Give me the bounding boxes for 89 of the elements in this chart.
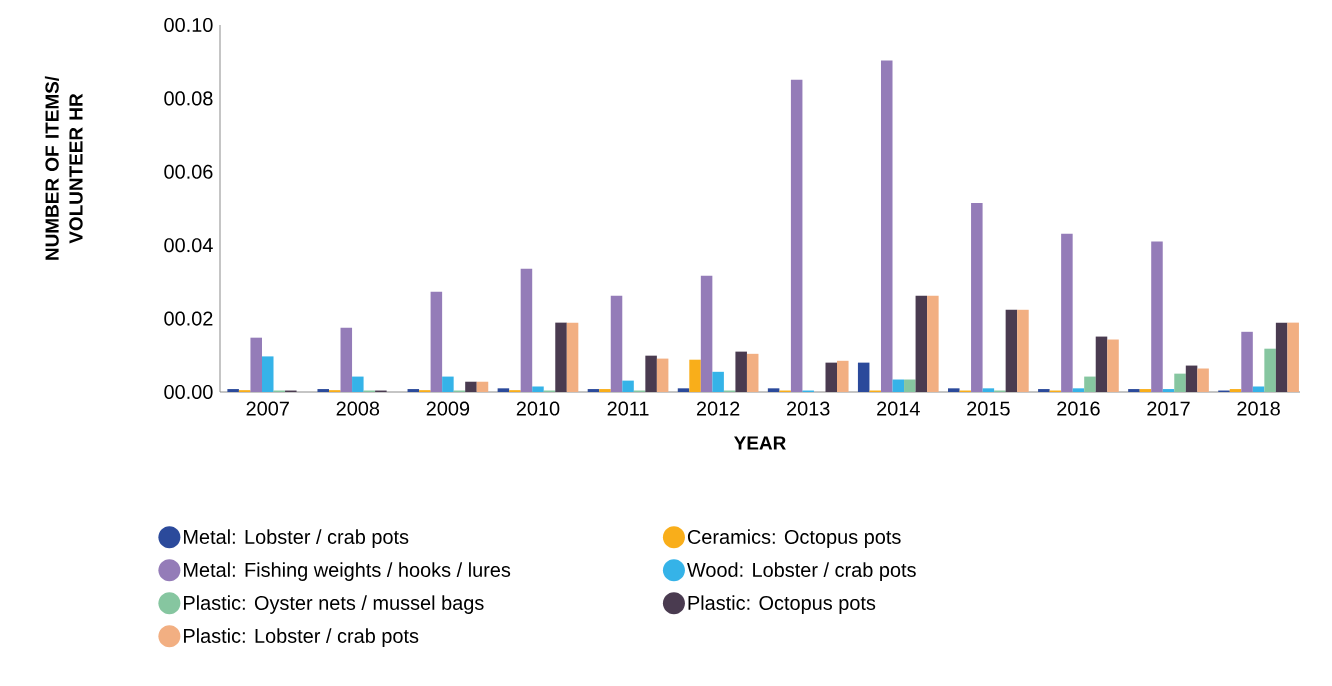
- bar: [1287, 322, 1299, 392]
- bar: [250, 337, 262, 392]
- y-tick-label: 00.02: [164, 311, 213, 326]
- bar: [610, 295, 623, 392]
- y-axis-title: NUMBER OF ITEMS/ VOLUNTEER HR: [44, 76, 83, 260]
- bar: [497, 388, 510, 392]
- bar: [1017, 309, 1029, 392]
- x-tick-label: 2015: [967, 401, 1010, 416]
- bar: [892, 379, 905, 392]
- bar: [1084, 376, 1096, 392]
- bar: [1264, 348, 1276, 392]
- x-tick-label: 2009: [426, 401, 470, 416]
- legend-label: Metal: Lobster / crab pots: [184, 529, 409, 548]
- bar: [645, 355, 657, 392]
- bar: [261, 356, 274, 392]
- legend-label: Plastic: Lobster / crab pots: [184, 628, 419, 647]
- bar: [1275, 322, 1288, 392]
- legend-label: Metal: Fishing weights / hooks / lures: [184, 562, 511, 581]
- bar: [1072, 388, 1085, 392]
- bar: [677, 388, 690, 392]
- x-tick-label: 2010: [516, 401, 560, 416]
- x-tick-label: 2012: [696, 401, 740, 416]
- legend-label: Plastic: Oyster nets / mussel bags: [184, 595, 484, 614]
- bar: [904, 379, 916, 392]
- x-tick-label: 2016: [1057, 401, 1100, 416]
- bar: [430, 291, 443, 392]
- bar: [1252, 386, 1265, 392]
- y-tick-label: 00.08: [164, 91, 213, 106]
- bar: [1107, 339, 1119, 392]
- bar: [767, 388, 780, 392]
- legend-label: Ceramics: Octopus pots: [687, 529, 901, 548]
- bar: [1139, 389, 1152, 392]
- x-axis-title: YEAR: [734, 436, 786, 450]
- bar: [927, 295, 939, 392]
- y-tick-label: 00.10: [164, 17, 213, 33]
- legend-label: Plastic: Octopus pots: [688, 595, 876, 614]
- x-tick-label: 2008: [336, 401, 380, 416]
- bar: [1162, 389, 1175, 392]
- x-tick-label: 2014: [877, 401, 920, 416]
- bar: [442, 376, 454, 392]
- bar: [656, 358, 669, 392]
- bar: [1038, 389, 1050, 392]
- bar: [825, 362, 838, 392]
- x-tick-label: 2013: [787, 401, 830, 416]
- x-tick-label: 2007: [246, 401, 289, 416]
- bar: [352, 376, 364, 392]
- bar: [566, 322, 579, 392]
- bar: [790, 79, 803, 392]
- bar: [476, 381, 489, 392]
- legend-label: Wood: Lobster / crab pots: [687, 562, 916, 581]
- bar: [520, 268, 533, 392]
- bar: [971, 202, 983, 392]
- bar: [1095, 336, 1108, 392]
- bar: [1241, 331, 1253, 392]
- y-tick-label: 00.00: [164, 384, 213, 400]
- bar: [587, 389, 600, 392]
- x-tick-label: 2017: [1147, 401, 1190, 416]
- y-tick-label: 00.04: [164, 238, 213, 253]
- bar: [857, 362, 870, 392]
- y-tick-label: 00.06: [164, 164, 213, 179]
- bar: [1151, 241, 1163, 392]
- bar: [700, 275, 713, 392]
- bar: [880, 60, 893, 392]
- bar: [407, 389, 420, 392]
- bar: [689, 359, 701, 392]
- bar: [735, 351, 747, 392]
- bar: [948, 388, 960, 392]
- bar: [465, 381, 477, 392]
- x-tick-label: 2011: [607, 401, 649, 416]
- bar: [340, 327, 353, 392]
- bar: [982, 388, 995, 392]
- x-tick-label: 2018: [1237, 401, 1280, 416]
- bar: [1185, 365, 1198, 392]
- bar: [1061, 233, 1073, 392]
- bar: [1128, 389, 1140, 392]
- bar: [1197, 368, 1209, 392]
- bar: [1174, 373, 1186, 392]
- bar: [837, 360, 849, 392]
- bar: [317, 389, 329, 392]
- bar: [1005, 309, 1018, 392]
- bar: [712, 371, 724, 392]
- bar: [746, 353, 759, 392]
- bar: [227, 389, 239, 392]
- bar: [915, 295, 928, 392]
- bar: [622, 380, 634, 392]
- bar: [532, 386, 544, 392]
- bar: [555, 322, 567, 392]
- bar: [599, 389, 611, 392]
- bar: [1229, 389, 1242, 392]
